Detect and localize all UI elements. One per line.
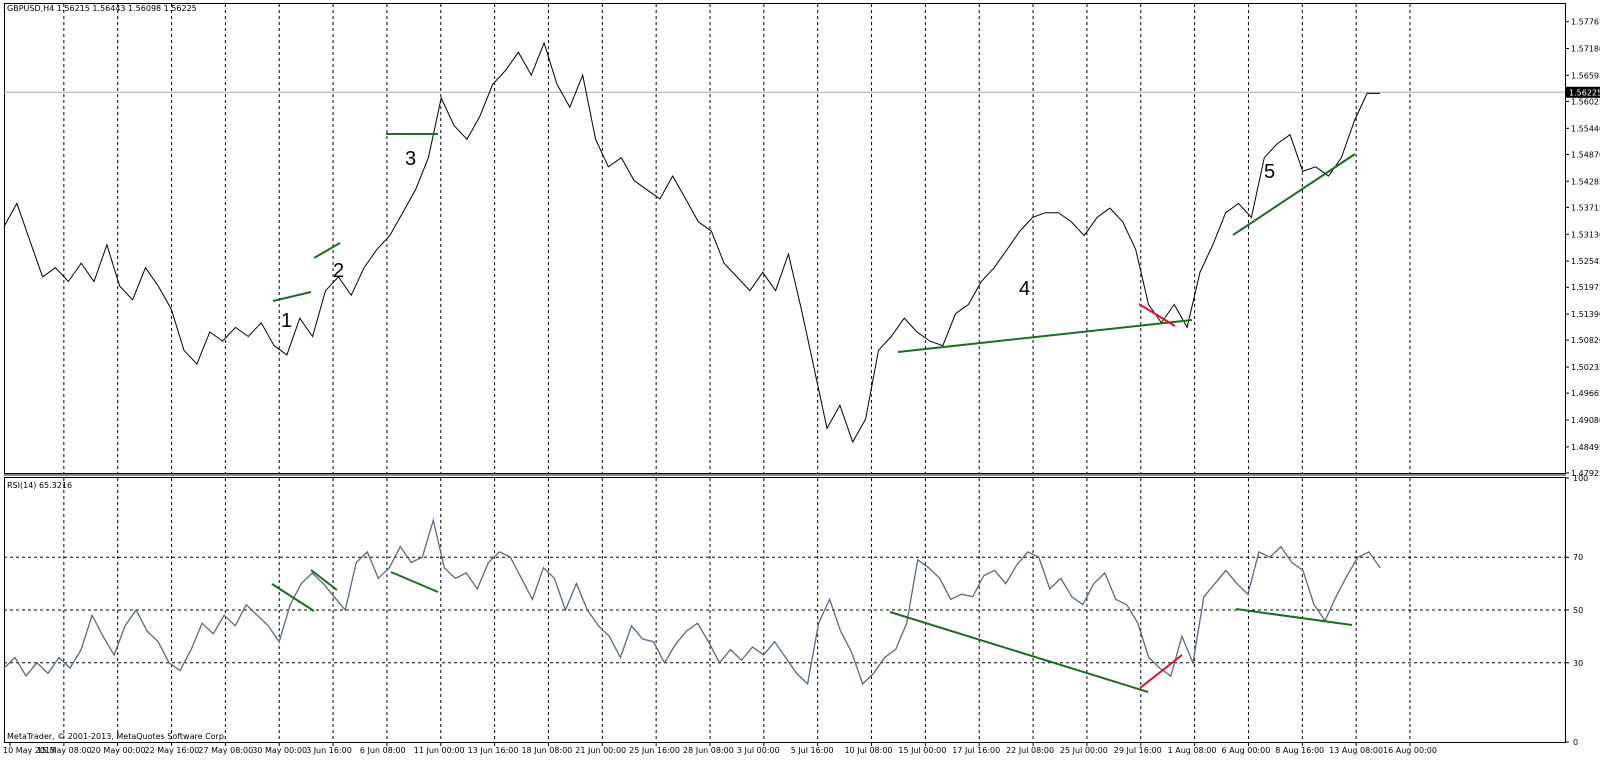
time-label: 30 May 00:00 (252, 746, 307, 755)
rsi-tick-label: 70 (1573, 553, 1583, 562)
annotation-4: 4 (1019, 278, 1030, 300)
chart-title: GBPUSD,H4 1.56215 1.56443 1.56098 1.5622… (7, 4, 197, 13)
price-axis: 1.57765 1.57180 1.56595 1.56025 1.55440 1.548… (1565, 18, 1600, 478)
rsi-trendline-4 (889, 611, 1149, 693)
trendline-1 (272, 291, 312, 302)
time-label: 28 Jun 08:00 (683, 746, 734, 755)
price-tick-label: 1.57765 (1571, 18, 1600, 27)
copyright-text: MetaTrader, © 2001-2013, MetaQuotes Soft… (7, 732, 226, 741)
time-label: 17 Jul 16:00 (952, 746, 1000, 755)
price-tick-label: 1.53715 (1571, 203, 1600, 212)
grid (4, 4, 1565, 742)
time-label: 3 Jun 16:00 (306, 746, 352, 755)
rsi-tick-label: 100 (1573, 474, 1588, 483)
price-tick-label: 1.53130 (1571, 230, 1600, 239)
time-label: 10 May 2013 (3, 746, 55, 755)
rsi-trendline-5 (1235, 608, 1353, 626)
price-tick-label: 1.48495 (1571, 443, 1600, 452)
current-price-value: 1.56225 (1569, 88, 1600, 97)
time-label: 13 Jun 16:00 (468, 746, 519, 755)
price-panel-frame (4, 3, 1566, 474)
price-tick-label: 1.56595 (1571, 71, 1600, 80)
price-tick-label: 1.47925 (1571, 469, 1600, 478)
rsi-title: RSI(14) 65.3216 (7, 481, 72, 490)
rsi-trendlines (271, 569, 1353, 693)
rsi-trendline-3 (390, 571, 439, 593)
time-label: 25 Jun 16:00 (629, 746, 680, 755)
price-tick-label: 1.57180 (1571, 44, 1600, 53)
time-label: 6 Aug 00:00 (1221, 746, 1270, 755)
rsi-tick-label: 0 (1573, 738, 1578, 747)
time-label: 18 Jun 08:00 (521, 746, 572, 755)
time-label: 29 Jul 16:00 (1114, 746, 1162, 755)
price-line-series (3, 41, 1380, 444)
trendline-4-red (1138, 303, 1176, 327)
time-label: 15 May 08:00 (37, 746, 92, 755)
annotation-3: 3 (405, 148, 416, 170)
price-tick-label: 1.52545 (1571, 257, 1600, 266)
rsi-axis: 100 70 50 30 0 (1565, 474, 1588, 747)
rsi-trendline-1 (271, 583, 315, 612)
rsi-trendline-4-red (1139, 654, 1183, 689)
rsi-tick-label: 50 (1573, 606, 1583, 615)
rsi-line-series (3, 517, 1381, 686)
trendline-5 (1232, 153, 1356, 236)
time-label: 3 Jul 00:00 (737, 746, 780, 755)
current-price-badge (1566, 86, 1600, 98)
time-label: 11 Jun 00:00 (414, 746, 465, 755)
rsi-trendline-2 (310, 569, 338, 591)
price-tick-label: 1.55440 (1571, 124, 1600, 133)
annotation-1: 1 (281, 310, 292, 332)
time-label: 15 Jul 00:00 (898, 746, 946, 755)
time-label: 6 Jun 08:00 (360, 746, 406, 755)
time-label: 10 Jul 08:00 (845, 746, 893, 755)
trendline-2 (313, 242, 341, 259)
time-label: 22 May 16:00 (145, 746, 200, 755)
time-label: 13 Aug 08:00 (1329, 746, 1383, 755)
annotation-2: 2 (333, 260, 344, 282)
price-tick-label: 1.49080 (1571, 416, 1600, 425)
price-tick-label: 1.51975 (1571, 283, 1600, 292)
price-tick-label: 1.50235 (1571, 363, 1600, 372)
time-label: 8 Aug 16:00 (1275, 746, 1324, 755)
price-trendlines (272, 133, 1356, 353)
time-label: 16 Aug 00:00 (1383, 746, 1437, 755)
time-label: 21 Jun 00:00 (575, 746, 626, 755)
time-label: 20 May 00:00 (91, 746, 146, 755)
time-label: 25 Jul 00:00 (1060, 746, 1108, 755)
time-label: 5 Jul 16:00 (791, 746, 834, 755)
price-tick-label: 1.54870 (1571, 150, 1600, 159)
time-label: 22 Jul 08:00 (1006, 746, 1054, 755)
time-label: 1 Aug 08:00 (1168, 746, 1217, 755)
price-tick-label: 1.51390 (1571, 310, 1600, 319)
annotation-5: 5 (1264, 161, 1275, 183)
time-label: 27 May 08:00 (198, 746, 253, 755)
price-tick-label: 1.54285 (1571, 177, 1600, 186)
rsi-tick-label: 30 (1573, 659, 1583, 668)
price-tick-label: 1.50820 (1571, 336, 1600, 345)
price-tick-label: 1.56025 (1571, 97, 1600, 106)
price-tick-label: 1.49665 (1571, 389, 1600, 398)
trendline-4 (897, 319, 1193, 353)
